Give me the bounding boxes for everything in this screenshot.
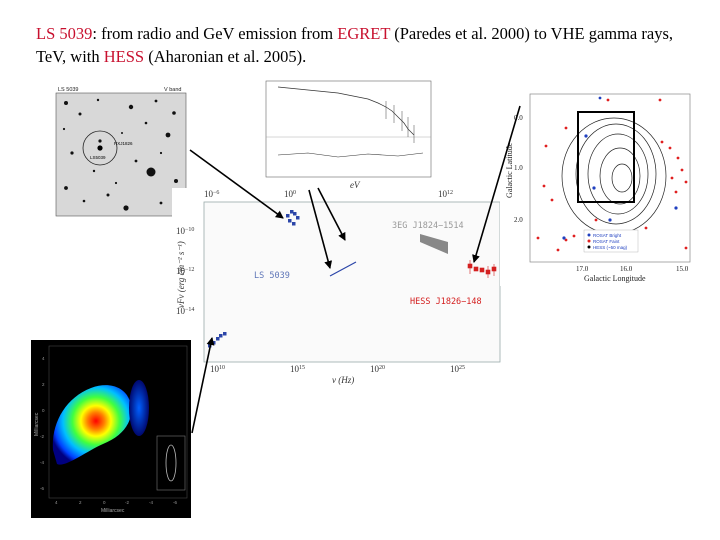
radio-xtick-5: -4 — [149, 500, 153, 505]
sky-map-ytick-3: 2.0 — [514, 216, 523, 224]
sky-map-xtick-2: 16.0 — [620, 265, 633, 273]
legend-rosat-bright: ROSAT Bright — [593, 233, 622, 238]
sed-egret-bowtie — [420, 234, 448, 254]
sed-y-tick-2: 10−12 — [176, 266, 194, 276]
slide-title: LS 5039: from radio and GeV emission fro… — [36, 22, 696, 68]
title-lead: LS 5039 — [36, 24, 93, 43]
sed-hess-points — [467, 260, 497, 278]
optical-header-left: LS 5039 — [58, 87, 79, 93]
sky-map-hess-box — [577, 111, 635, 203]
radio-ytick-4: -2 — [40, 434, 44, 439]
inset-unit: eV — [350, 180, 361, 190]
arrow-radio-to-sed — [191, 337, 215, 434]
sed-x-tick-4: 1025 — [450, 364, 465, 374]
sed-top-tick-1: 10−6 — [204, 189, 219, 199]
sky-map-xlabel: Galactic Longitude — [584, 274, 646, 283]
arrow-skymap-to-hess — [472, 105, 521, 263]
radio-ytick-6: -6 — [40, 486, 44, 491]
sed-plot: 10−6 100 1012 10−10 10−12 10−14 νFν (erg… — [172, 188, 510, 388]
optical-label-ref: RXJ1826 — [114, 141, 133, 146]
radio-xtick-3: 0 — [103, 500, 106, 505]
sed-x-tick-1: 1010 — [210, 364, 225, 374]
radio-xlabel: Milliarcsec — [101, 508, 125, 514]
radio-xtick-4: -2 — [125, 500, 129, 505]
sky-map-blue-points — [562, 96, 678, 240]
arrow-inset-to-xray-a — [308, 189, 333, 269]
radio-map: Milliarcsec Milliarcsec 4 2 0 -2 -4 -6 4… — [31, 340, 191, 518]
radio-xtick-1: 4 — [55, 500, 58, 505]
sky-map-xtick-3: 15.0 — [676, 265, 689, 273]
radio-beam-box — [156, 435, 186, 491]
sed-y-label: νFν (erg cm⁻² s⁻¹) — [176, 241, 186, 308]
optical-header-right: V band — [164, 87, 181, 93]
radio-ylabel: Milliarcsec — [34, 412, 40, 436]
sed-y-tick-3: 10−14 — [176, 306, 194, 316]
title-egret: EGRET — [337, 24, 391, 43]
radio-ytick-2: 2 — [42, 382, 45, 387]
arrow-inset-to-xray-b — [317, 187, 346, 241]
sed-top-tick-2: 100 — [284, 189, 296, 199]
radio-ytick-1: 4 — [42, 356, 45, 361]
ls5039-circle — [82, 130, 118, 166]
sky-map-ytick-1: 0.0 — [514, 114, 523, 122]
legend-rosat-faint: ROSAT Faint — [593, 239, 620, 244]
radio-xtick-2: 2 — [79, 500, 82, 505]
sky-map-ytick-2: 1.0 — [514, 164, 523, 172]
sed-x-tick-2: 1015 — [290, 364, 305, 374]
title-text-2: (Paredes et al. 2000) to VHE gamma rays,… — [36, 24, 673, 66]
sed-y-tick-1: 10−10 — [176, 226, 194, 236]
sed-x-tick-3: 1020 — [370, 364, 385, 374]
radio-xtick-6: -6 — [173, 500, 177, 505]
sed-label-hess: HESS J1826−148 — [410, 297, 482, 307]
radio-jet — [52, 385, 132, 465]
sed-x-label: ν (Hz) — [332, 375, 354, 385]
sed-label-egret: 3EG J1824−1514 — [392, 221, 464, 231]
sed-label-ls: LS 5039 — [254, 271, 290, 281]
radio-ytick-5: -4 — [40, 460, 44, 465]
sky-map-contours — [561, 117, 667, 235]
inset-spectrum-line — [277, 86, 415, 136]
radio-blob — [129, 380, 149, 436]
sed-top-tick-3: 1012 — [438, 189, 453, 199]
gev-spectrum-inset: eV — [258, 77, 446, 192]
optical-finding-chart: LS 5039 V band LS5039 RXJ1826 — [36, 83, 190, 226]
sky-map-xtick-1: 17.0 — [576, 265, 589, 273]
sed-xray-line — [329, 261, 357, 277]
title-text-3: (Aharonian et al. 2005). — [144, 47, 307, 66]
legend-hess: HESS (~50 mag) — [593, 245, 628, 250]
sed-optical-points — [286, 210, 300, 226]
star-field — [62, 98, 180, 211]
radio-ytick-3: 0 — [42, 408, 45, 413]
sky-map: Galactic Latitude 0.0 1.0 2.0 17.0 16.0 … — [500, 88, 696, 286]
optical-label-source: LS5039 — [90, 155, 106, 160]
arrow-optical-to-sed — [189, 149, 284, 219]
sky-map-red-points — [536, 98, 688, 252]
ls5039-star — [97, 145, 103, 151]
sky-map-ylabel: Galactic Latitude — [505, 142, 514, 198]
title-text-1: : from radio and GeV emission from — [92, 24, 338, 43]
title-hess: HESS — [103, 47, 145, 66]
radio-beam — [165, 444, 177, 482]
sky-map-legend: ROSAT Bright ROSAT Faint HESS (~50 mag) — [583, 229, 639, 253]
sed-frame — [203, 201, 501, 363]
